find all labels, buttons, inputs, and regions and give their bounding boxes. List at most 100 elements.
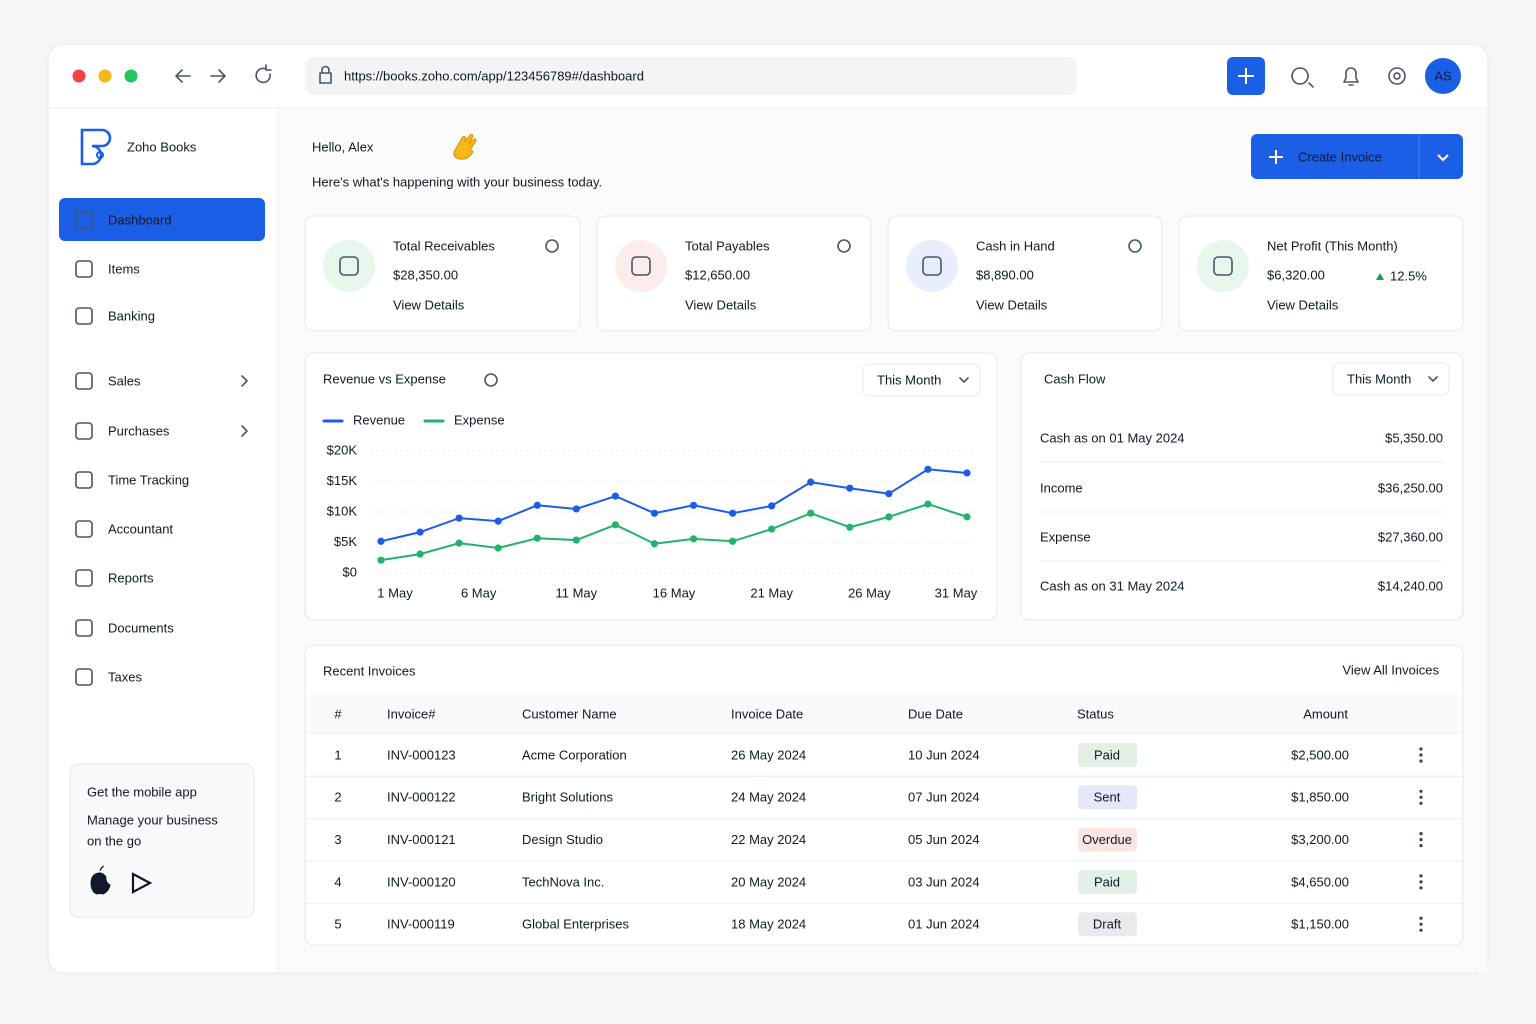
summary-card [304,215,581,332]
cashflow-label: Expense [1040,529,1091,544]
data-point [572,505,580,513]
row-menu-dot[interactable] [1419,838,1423,842]
cell: 03 Jun 2024 [908,874,980,889]
invoices-title: Recent Invoices [323,663,416,678]
url[interactable]: https://books.zoho.com/app/123456789#/da… [344,68,644,83]
data-point [768,502,776,510]
invoice-link[interactable]: INV-000119 [387,917,455,932]
card-link[interactable]: View Details [685,297,757,312]
forward-button[interactable] [210,69,226,83]
nav-item[interactable]: Purchases [108,423,170,438]
row-menu-dot[interactable] [1419,795,1423,799]
nav-item[interactable]: Reports [108,570,154,585]
settings-icon [1393,72,1401,80]
settings-button[interactable] [1388,67,1406,85]
cell: $2,500.00 [1291,747,1349,762]
cell: $1,150.00 [1291,917,1349,932]
logo [80,128,112,166]
cashflow-value: $14,240.00 [1378,578,1443,593]
row-menu-dot[interactable] [1419,753,1423,757]
row-menu-dot[interactable] [1419,832,1423,836]
card-link[interactable]: View Details [976,297,1048,312]
row-menu-dot[interactable] [1419,880,1423,884]
cashflow-label: Income [1040,480,1083,495]
cell: Design Studio [522,832,603,847]
wave-emoji [453,133,477,160]
cell: $3,200.00 [1291,832,1349,847]
cashflow-value: $36,250.00 [1378,480,1443,495]
info-icon [545,239,559,253]
nav-item[interactable]: Time Tracking [108,472,189,487]
cell: 5 [334,917,341,932]
row-menu-dot[interactable] [1419,759,1423,763]
cell: TechNova Inc. [522,874,604,889]
app-store-icon[interactable] [90,865,111,895]
chart-title: Revenue vs Expense [323,371,446,386]
row-menu-dot[interactable] [1419,922,1423,926]
invoice-link[interactable]: INV-000122 [387,790,456,805]
nav-item[interactable]: Banking [108,308,155,323]
create-invoice-label[interactable]: Create Invoice [1298,149,1382,164]
status-pill [1078,827,1137,852]
card-icon [339,256,359,276]
y-tick-label: $10K [327,503,358,518]
nav-item[interactable]: Sales [108,373,141,388]
cashflow-filter[interactable] [1332,362,1450,396]
data-point [455,514,463,522]
row-menu-dot[interactable] [1419,844,1423,848]
nav-item[interactable]: Documents [108,620,174,635]
x-tick-label: 16 May [653,585,696,600]
card-link[interactable]: View Details [1267,297,1339,312]
create-dropdown[interactable] [1437,154,1449,162]
create-invoice-button[interactable] [1251,134,1463,179]
data-point [689,535,698,543]
maximize-dot[interactable] [124,69,138,83]
brand: Zoho Books [127,139,197,154]
reload-button[interactable] [255,64,272,84]
avatar[interactable] [1425,58,1461,94]
mobile-text: Manage your business [87,812,218,827]
row-menu-dot[interactable] [1419,747,1423,751]
invoice-link[interactable]: INV-000120 [387,874,456,889]
legend-label: Revenue [353,412,405,427]
table-header-bg [306,695,1462,733]
nav-item[interactable]: Taxes [108,669,142,684]
column-header: Status [1077,706,1114,721]
row-menu-dot[interactable] [1419,801,1423,805]
data-point [885,513,893,521]
notifications-button[interactable] [1343,67,1359,86]
row-menu-dot[interactable] [1419,916,1423,920]
cell: 3 [334,832,341,847]
nav-item[interactable]: Accountant [108,521,173,536]
play-store-icon[interactable] [131,872,153,894]
close-dot[interactable] [72,69,86,83]
nav-icon [75,569,93,587]
cell: $4,650.00 [1291,874,1349,889]
nav-item[interactable]: Items [108,261,140,276]
row-menu-dot[interactable] [1419,928,1423,932]
chart-filter-label: This Month [877,372,941,387]
summary-card [887,215,1163,332]
chart-filter[interactable] [862,363,981,397]
cell: $1,850.00 [1291,790,1349,805]
back-button[interactable] [175,69,191,83]
status: Paid [1094,747,1120,762]
nav-item[interactable]: Dashboard [108,212,172,227]
row-menu-dot[interactable] [1419,789,1423,793]
invoice-link[interactable]: INV-000123 [387,747,456,762]
row-menu-dot[interactable] [1419,886,1423,890]
card-icon-bg [615,240,667,292]
cashflow-value: $5,350.00 [1385,430,1443,445]
card-label: Total Payables [685,238,770,253]
url-bar[interactable] [305,57,1077,95]
card-link[interactable]: View Details [393,297,465,312]
row-menu-dot[interactable] [1419,874,1423,878]
cell: 20 May 2024 [731,874,806,889]
search-button[interactable] [1291,67,1314,88]
view-all-link[interactable]: View All Invoices [1342,662,1439,677]
card-value: $28,350.00 [393,267,458,282]
status-pill [1078,912,1137,937]
invoice-link[interactable]: INV-000121 [387,832,456,847]
minimize-dot[interactable] [98,69,112,83]
